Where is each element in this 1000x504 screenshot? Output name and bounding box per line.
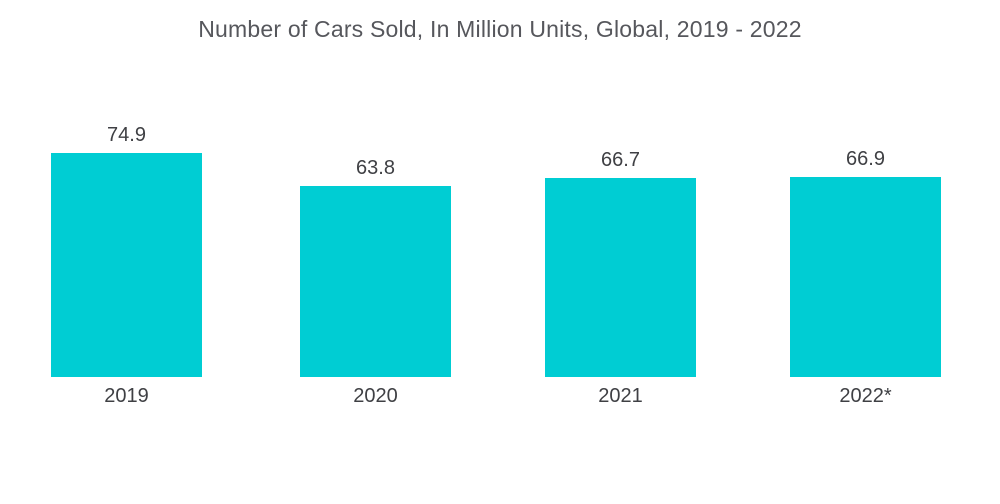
bar-value-label: 66.7 [601,149,640,171]
x-axis-label: 2020 [353,385,398,407]
x-axis-label: 2019 [104,385,149,407]
x-axis-label: 2021 [598,385,643,407]
x-axis-label: 2022* [839,385,892,407]
bar-value-label: 66.9 [846,148,885,170]
bar-value-label: 63.8 [356,157,395,179]
bar [300,186,451,377]
bar-value-label: 74.9 [107,124,146,146]
bar [545,178,696,377]
chart-title: Number of Cars Sold, In Million Units, G… [198,16,802,42]
bar [51,153,202,377]
bar [790,177,941,377]
